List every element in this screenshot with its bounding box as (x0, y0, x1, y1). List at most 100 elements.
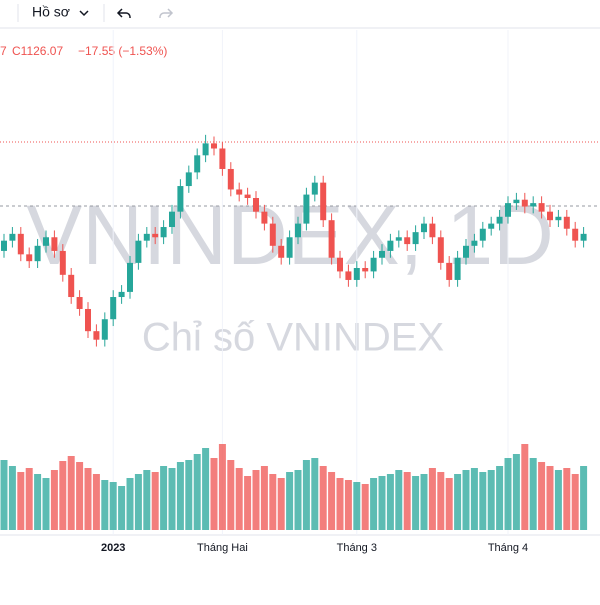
volume-bar (336, 478, 344, 530)
candle-body (328, 220, 335, 258)
volume-bar (59, 461, 67, 530)
volume-bar (168, 468, 176, 530)
candle-body (471, 240, 478, 246)
volume-bar (521, 444, 529, 530)
candle-body (429, 223, 436, 238)
candle-body (580, 233, 587, 241)
candle-body (412, 232, 419, 245)
candle-body (59, 250, 66, 275)
candle-body (169, 211, 175, 228)
candle-body (101, 319, 108, 340)
volume-bar (504, 458, 512, 530)
volume-bar (84, 468, 92, 530)
candle-body (345, 271, 352, 280)
candle-body (463, 245, 469, 258)
volume-bar (563, 468, 571, 530)
volume-bar (67, 456, 75, 530)
volume-bar (151, 472, 159, 530)
x-tick-label: Tháng Hai (197, 542, 248, 554)
volume-bar (210, 458, 218, 530)
candle-body (135, 240, 142, 263)
candle-body (9, 233, 16, 241)
candle-body (303, 194, 310, 224)
volume-bar (496, 466, 504, 530)
volume-bar (454, 474, 462, 530)
candle-body (421, 223, 427, 233)
candle-body (555, 216, 562, 221)
chevron-icon[interactable] (79, 10, 89, 17)
volume-bar (176, 462, 184, 530)
volume-bar (143, 470, 151, 530)
candle-body (530, 203, 537, 207)
x-tick-label: 2023 (101, 542, 125, 554)
candle-body (362, 268, 369, 272)
candle-body (194, 155, 201, 173)
legend-close: C1126.07 (12, 44, 63, 58)
volume-bar (202, 448, 210, 530)
volume-bar (25, 468, 33, 530)
volume-bar (109, 482, 117, 530)
redo-icon[interactable] (159, 8, 174, 18)
candle-body (177, 186, 184, 212)
candle-body (26, 254, 33, 262)
candle-body (269, 223, 276, 246)
candle-body (387, 240, 394, 251)
volume-bar (0, 460, 8, 530)
candle-body (185, 172, 192, 187)
candle-body (370, 257, 377, 272)
volume-bar (126, 478, 134, 530)
candle-body (295, 223, 301, 238)
candle-body (496, 216, 503, 224)
candle-body (160, 227, 167, 238)
volume-bar (50, 470, 58, 530)
volume-bar (42, 478, 50, 530)
volume-bar (185, 460, 193, 530)
volume-bar (193, 454, 201, 530)
candle-body (547, 211, 553, 221)
volume-bar (294, 470, 302, 530)
volume-bar (412, 476, 420, 530)
volume-bar (244, 476, 252, 530)
candle-body (446, 262, 453, 280)
x-tick-label: Tháng 4 (488, 542, 528, 554)
candle-body (563, 216, 570, 229)
candle-body (488, 223, 495, 229)
volume-bar (134, 474, 142, 530)
volume-bar (538, 462, 546, 530)
candle-body (110, 297, 117, 320)
volume-bar (571, 474, 579, 530)
candle-body (17, 233, 24, 255)
candle-body (379, 250, 385, 258)
profile-button[interactable]: Hồ sơ (32, 4, 70, 20)
volume-bar (269, 474, 277, 530)
volume-bar (76, 462, 84, 530)
volume-bar (160, 466, 168, 530)
volume-bar (420, 474, 428, 530)
volume-bar (479, 472, 487, 530)
candle-body (353, 268, 360, 280)
volume-bar (445, 478, 453, 530)
candle-body (43, 237, 49, 246)
volume-bar (227, 460, 235, 530)
candle-body (253, 198, 259, 212)
volume-bar (378, 476, 386, 530)
volume-bar (403, 472, 411, 530)
volume-bar (546, 466, 554, 530)
volume-bar (8, 466, 16, 530)
legend-change: −17.55 (−1.53%) (78, 44, 167, 58)
volume-bar (328, 472, 336, 530)
plot: 2023 Tháng Hai Tháng 3 Tháng 4 (0, 30, 588, 554)
watermark-subtitle: Chỉ số VNINDEX (142, 316, 444, 360)
candle-body (118, 291, 125, 298)
candle-body (51, 237, 58, 251)
volume-bar (353, 482, 361, 530)
candle-body (127, 262, 133, 292)
volume-bar (470, 468, 478, 530)
volume-bar (512, 454, 520, 530)
candle-body (236, 189, 243, 195)
candle-body (152, 233, 159, 238)
undo-icon[interactable] (116, 8, 131, 18)
volume-bar (580, 466, 588, 530)
volume-bar (370, 478, 378, 530)
